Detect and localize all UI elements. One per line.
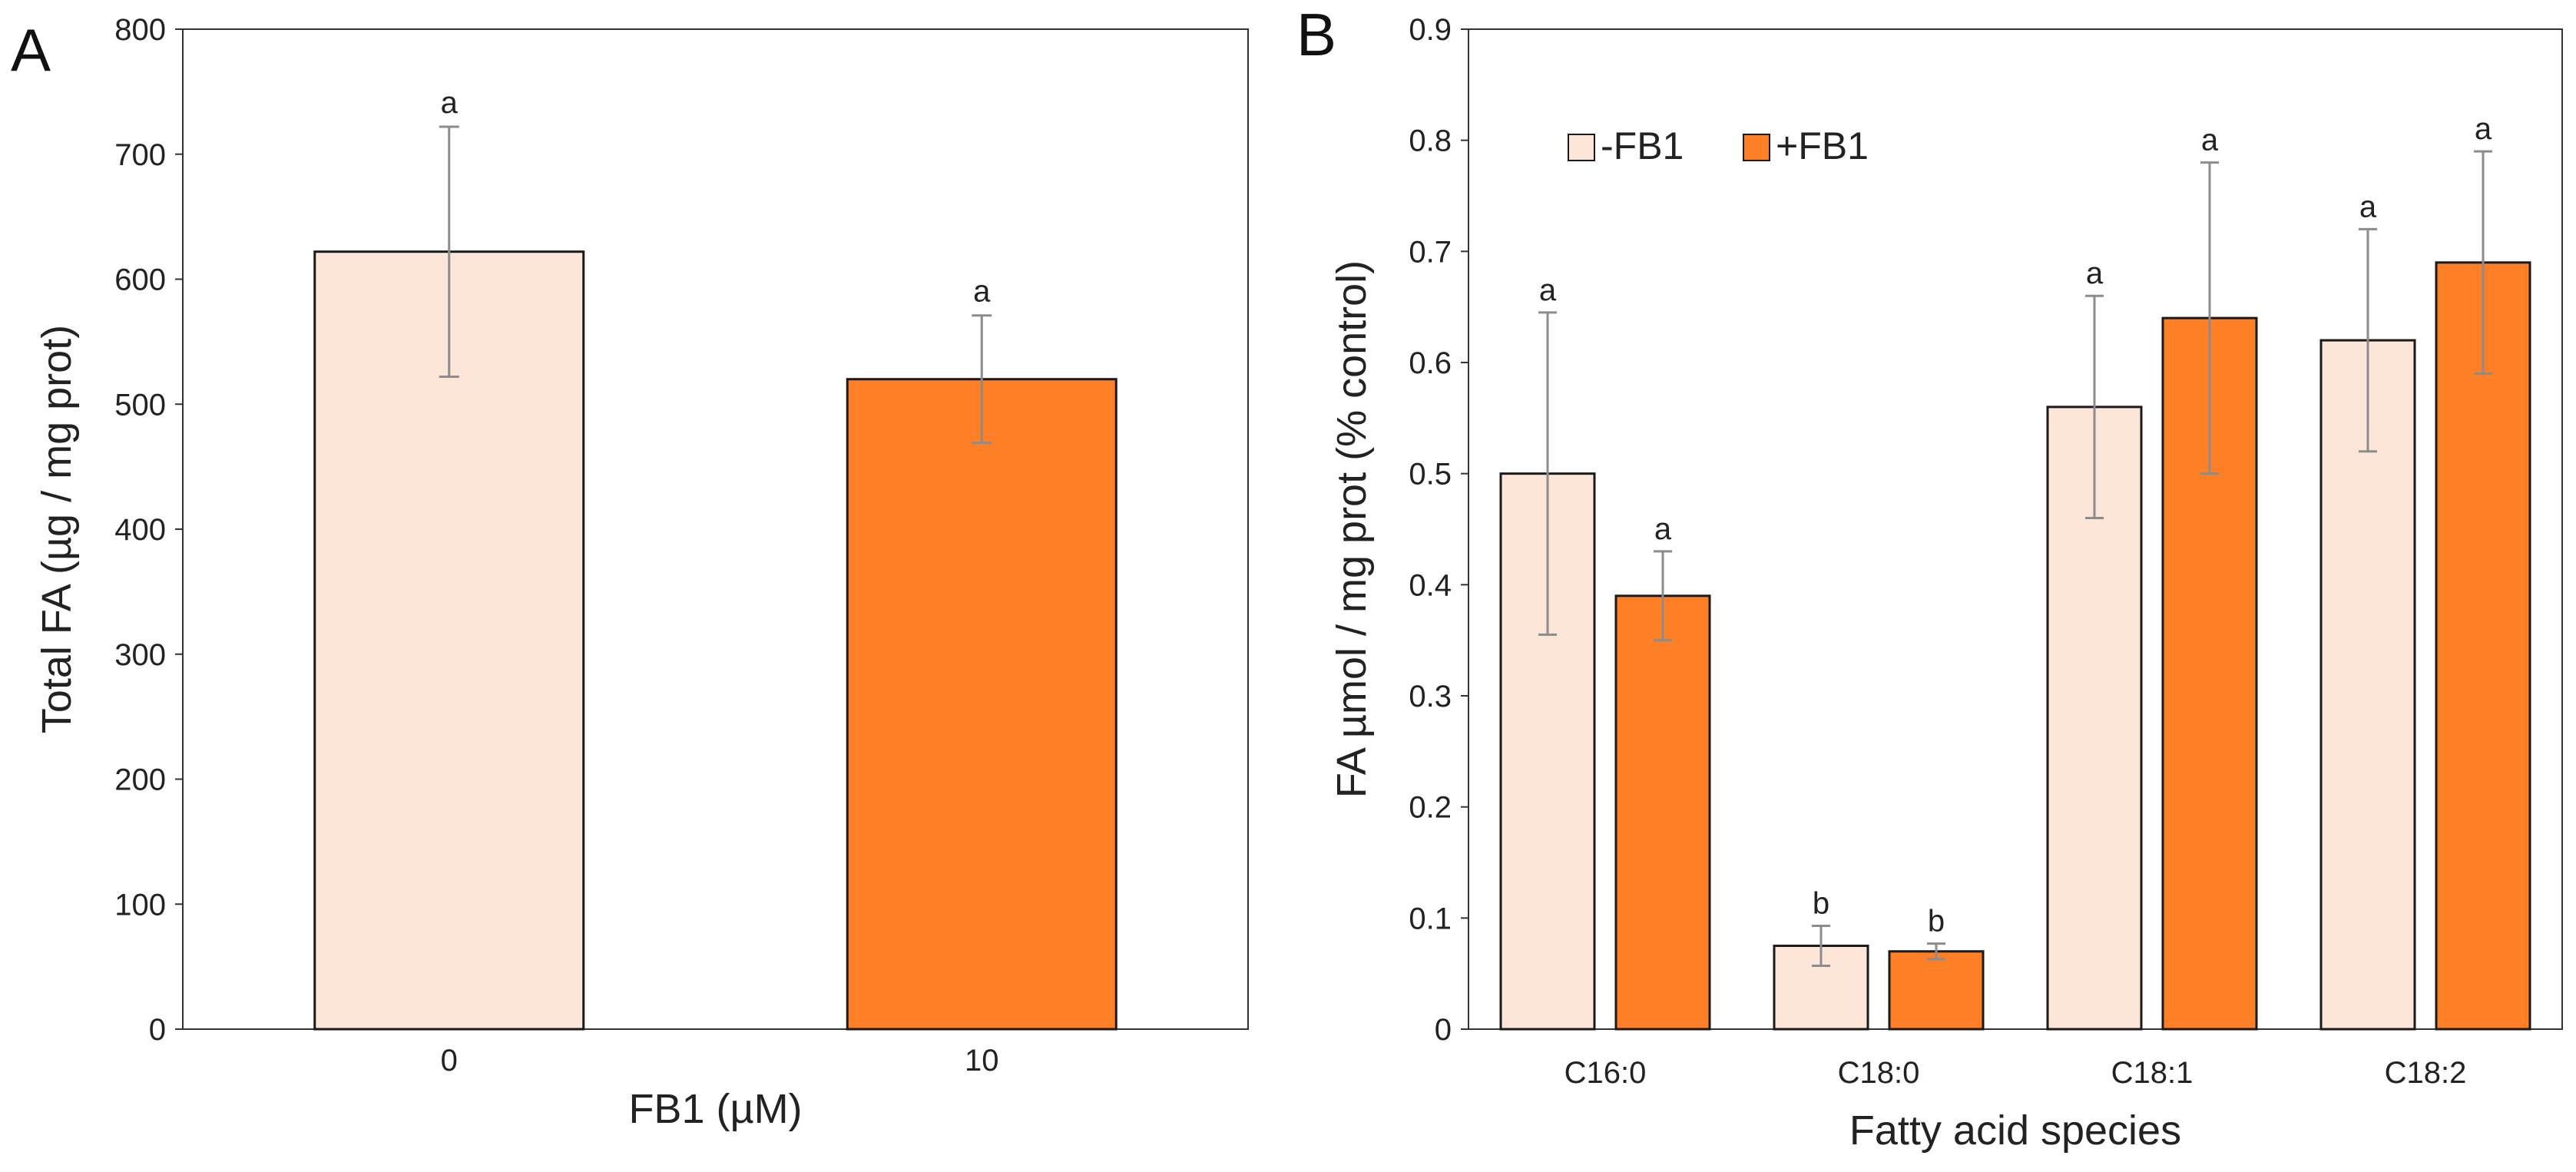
chart-a-x-tick-label: 10	[965, 1044, 999, 1078]
chart-b-y-tick-label: 0.8	[1409, 124, 1452, 158]
chart-a-y-axis-label: Total FA (µg / mg prot)	[34, 325, 80, 733]
chart-b-y-tick-label: 0.3	[1409, 680, 1452, 713]
chart-a: 0 100 200 300 400 500 600 700 800 a 0 a 10 FB1 (µM) To…	[34, 13, 1249, 1132]
chart-b-bar-C18-2-s1	[2435, 261, 2531, 1031]
chart-b-x-axis-label: Fatty acid species	[1849, 1107, 2181, 1154]
chart-b-significance-label: a	[1539, 273, 1557, 307]
chart-b-significance-label: b	[1928, 905, 1945, 939]
chart-b-y-tick-label: 0.4	[1409, 568, 1452, 602]
chart-b-y-tick-label: 0.2	[1409, 791, 1452, 825]
chart-b-y-tick-label: 0.9	[1409, 13, 1452, 47]
chart-a-y-tick-label: 300	[114, 638, 166, 672]
chart-b-y-tick-label: 0	[1435, 1013, 1452, 1047]
chart-b-legend: -FB1 +FB1	[1568, 124, 1869, 167]
chart-b-x-tick-label: C18:0	[1838, 1056, 1920, 1090]
chart-b-bar-C18-0-s1	[1888, 950, 1985, 1031]
chart-a-x-tick-label: 0	[441, 1044, 458, 1078]
chart-a-y-tick-label: 600	[114, 263, 166, 297]
chart-b-significance-label: a	[2359, 190, 2377, 223]
chart-a-significance-label: a	[973, 275, 991, 309]
chart-b: 0 0.1 0.2 0.3 0.4 0.5 0.6 0.7 0.8 0.9 a a C16:0 b b C18…	[1329, 13, 2563, 1154]
chart-b-significance-label: a	[2201, 124, 2219, 157]
chart-b-x-tick-label: C18:2	[2385, 1056, 2467, 1090]
chart-b-x-tick-label: C18:1	[2111, 1056, 2194, 1090]
legend-label-control: -FB1	[1601, 124, 1684, 167]
chart-b-significance-label: b	[1813, 886, 1829, 920]
chart-b-y-axis-label: FA µmol / mg prot (% control)	[1329, 260, 1375, 798]
chart-a-bar-10	[846, 378, 1117, 1031]
legend-label-treated: +FB1	[1776, 124, 1869, 167]
chart-b-y-tick-label: 0.7	[1409, 235, 1452, 269]
chart-a-y-tick-label: 100	[114, 888, 166, 922]
legend-swatch-control	[1568, 134, 1595, 161]
panel-a-letter: A	[11, 16, 51, 84]
legend-swatch-treated	[1743, 134, 1770, 161]
chart-b-significance-label: a	[2086, 257, 2104, 290]
chart-a-x-axis-label: FB1 (µM)	[628, 1086, 802, 1132]
panel-b-letter: B	[1296, 1, 1336, 68]
chart-b-x-tick-label: C16:0	[1564, 1056, 1647, 1090]
chart-a-y-tick-label: 200	[114, 763, 166, 797]
chart-b-y-tick-label: 0.1	[1409, 902, 1452, 935]
chart-a-y-tick-label: 400	[114, 513, 166, 547]
chart-a-y-tick-label: 800	[114, 13, 166, 47]
chart-a-bar-0	[313, 250, 585, 1031]
chart-b-y-tick-label: 0.5	[1409, 458, 1452, 492]
chart-b-plot-area	[1468, 28, 2563, 1030]
chart-b-significance-label: a	[2475, 112, 2492, 146]
chart-b-bar-C16-0-s1	[1614, 594, 1711, 1031]
chart-a-y-tick-label: 700	[114, 138, 166, 172]
chart-a-significance-label: a	[441, 86, 459, 120]
chart-a-y-tick-label: 500	[114, 388, 166, 422]
chart-a-y-tick-label: 0	[149, 1013, 166, 1047]
chart-b-significance-label: a	[1654, 512, 1672, 546]
chart-b-y-tick-label: 0.6	[1409, 346, 1452, 380]
